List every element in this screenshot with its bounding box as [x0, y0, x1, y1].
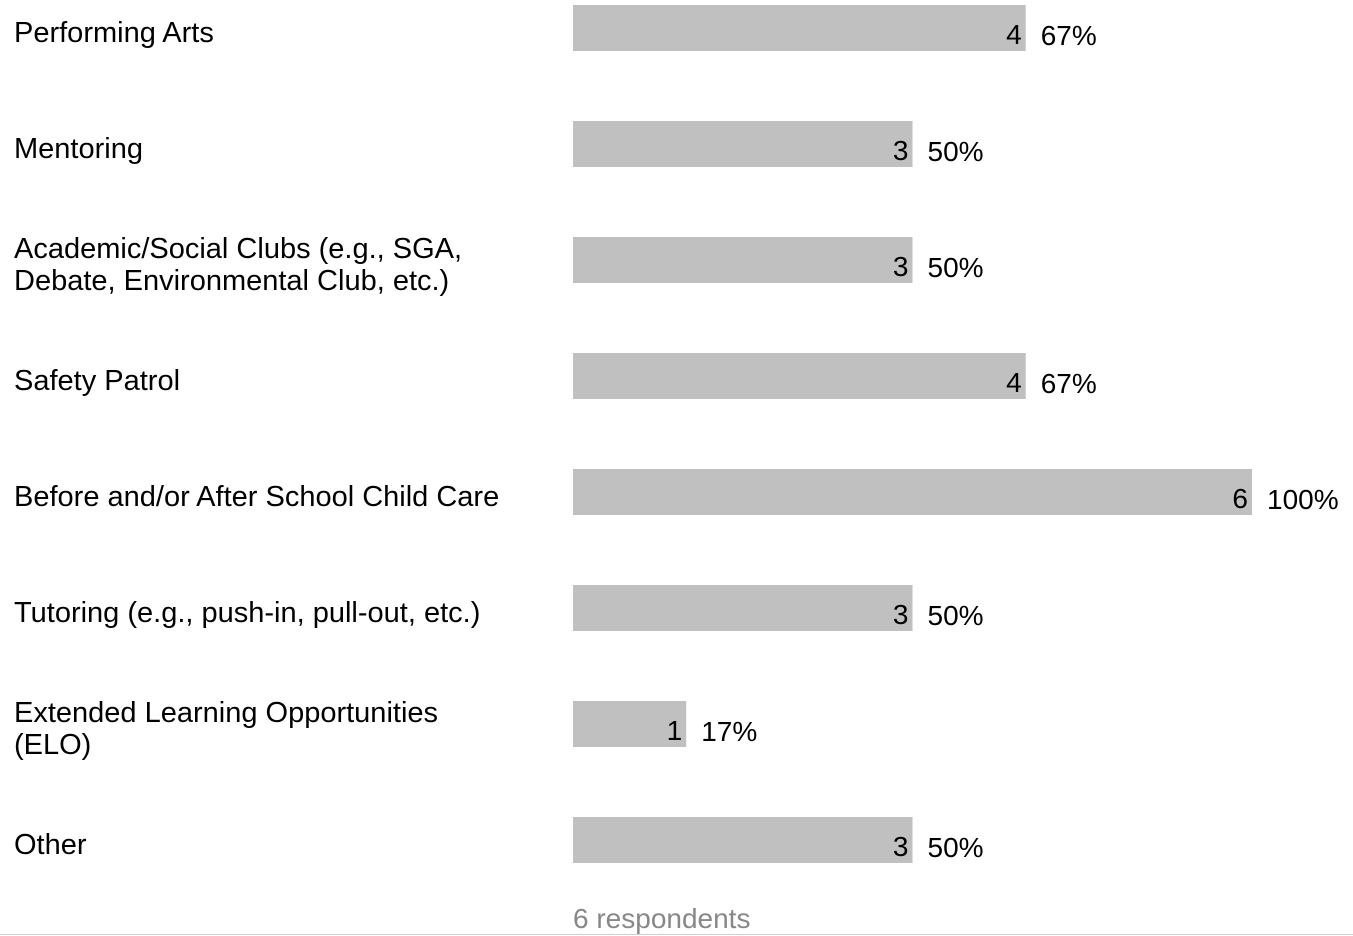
- bar-row: Before and/or After School Child Care 6 10…: [14, 469, 1339, 515]
- category-label: (ELO): [14, 729, 91, 761]
- bar-percent-label: 50%: [928, 600, 984, 631]
- bar-count-label: 4: [1006, 367, 1022, 398]
- category-label: Extended Learning Opportunities: [14, 697, 438, 729]
- bar-count-label: 6: [1232, 483, 1248, 514]
- bar: [573, 121, 913, 167]
- bar-count-label: 3: [893, 599, 909, 630]
- bar: [573, 237, 913, 283]
- bar-row: Safety Patrol 4 67%: [14, 353, 1097, 399]
- category-label: Other: [14, 829, 87, 861]
- bar-count-label: 3: [893, 135, 909, 166]
- bar-percent-label: 67%: [1041, 368, 1097, 399]
- bar-percent-label: 50%: [928, 832, 984, 863]
- bar-row: Academic/Social Clubs (e.g., SGA,Debate,…: [14, 233, 984, 297]
- bar: [573, 585, 913, 631]
- bar-percent-label: 67%: [1041, 20, 1097, 51]
- bar-percent-label: 100%: [1267, 484, 1339, 515]
- bar: [573, 701, 687, 747]
- category-label: Mentoring: [14, 133, 143, 165]
- bar-count-label: 4: [1006, 19, 1022, 50]
- bar: [573, 817, 913, 863]
- bar-count-label: 1: [667, 715, 683, 746]
- category-label: Before and/or After School Child Care: [14, 481, 499, 513]
- bar: [573, 469, 1252, 515]
- bar-count-label: 3: [893, 831, 909, 862]
- bar-percent-label: 17%: [701, 716, 757, 747]
- chart-rows: Performing Arts 4 67%Mentoring 3 50%Academic…: [14, 5, 1339, 863]
- category-label: Safety Patrol: [14, 365, 180, 397]
- category-label: Debate, Environmental Club, etc.): [14, 265, 449, 297]
- bar-percent-label: 50%: [928, 136, 984, 167]
- category-label: Academic/Social Clubs (e.g., SGA,: [14, 233, 462, 265]
- bar-row: Mentoring 3 50%: [14, 121, 984, 167]
- bar: [573, 5, 1026, 51]
- category-label: Performing Arts: [14, 17, 214, 49]
- respondents-count: 6 respondents: [573, 903, 750, 934]
- category-label: Tutoring (e.g., push-in, pull-out, etc.): [14, 597, 480, 629]
- bar-row: Tutoring (e.g., push-in, pull-out, etc.)…: [14, 585, 984, 631]
- bar: [573, 353, 1026, 399]
- bar-count-label: 3: [893, 251, 909, 282]
- bar-percent-label: 50%: [928, 252, 984, 283]
- bar-row: Extended Learning Opportunities(ELO) 1 17%: [14, 697, 757, 761]
- bar-row: Performing Arts 4 67%: [14, 5, 1097, 51]
- bar-row: Other 3 50%: [14, 817, 984, 863]
